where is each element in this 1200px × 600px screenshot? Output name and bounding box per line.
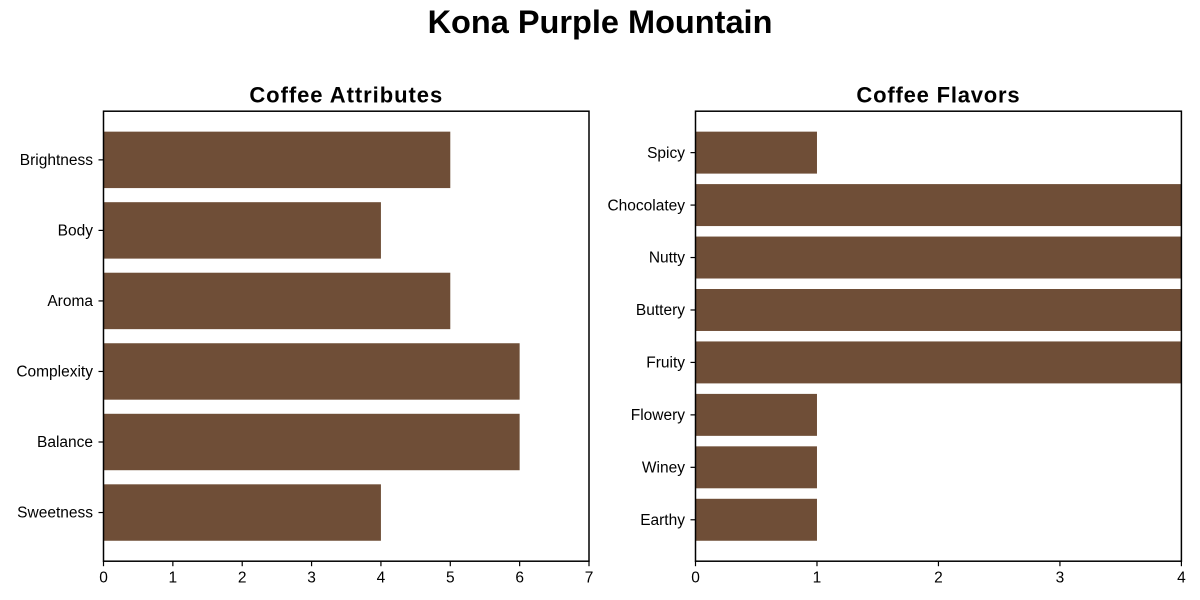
svg-text:Spicy: Spicy [647,145,685,162]
svg-text:1: 1 [169,570,178,587]
svg-text:4: 4 [1177,570,1186,587]
svg-text:0: 0 [691,570,700,587]
svg-text:Brightness: Brightness [20,152,93,169]
svg-text:Complexity: Complexity [16,364,93,381]
svg-text:Earthy: Earthy [640,512,685,529]
svg-text:5: 5 [446,570,455,587]
svg-text:4: 4 [377,570,386,587]
svg-text:2: 2 [238,570,247,587]
svg-text:Aroma: Aroma [47,293,93,310]
svg-text:Coffee Attributes: Coffee Attributes [249,83,443,108]
svg-text:1: 1 [813,570,822,587]
svg-text:Chocolatey: Chocolatey [607,197,685,214]
svg-text:Fruity: Fruity [646,355,685,372]
svg-text:Flowery: Flowery [631,407,686,424]
svg-text:Balance: Balance [37,434,93,451]
svg-text:2: 2 [934,570,943,587]
svg-text:Winey: Winey [642,460,685,477]
svg-text:Nutty: Nutty [649,250,685,267]
svg-text:Coffee Flavors: Coffee Flavors [856,83,1020,108]
svg-text:6: 6 [515,570,524,587]
svg-text:Kona Purple Mountain: Kona Purple Mountain [428,4,773,40]
svg-text:3: 3 [307,570,316,587]
svg-text:Body: Body [58,223,94,240]
svg-text:Sweetness: Sweetness [17,505,93,522]
svg-text:0: 0 [99,570,108,587]
svg-text:7: 7 [585,570,594,587]
svg-text:3: 3 [1056,570,1065,587]
svg-text:Buttery: Buttery [636,302,685,319]
